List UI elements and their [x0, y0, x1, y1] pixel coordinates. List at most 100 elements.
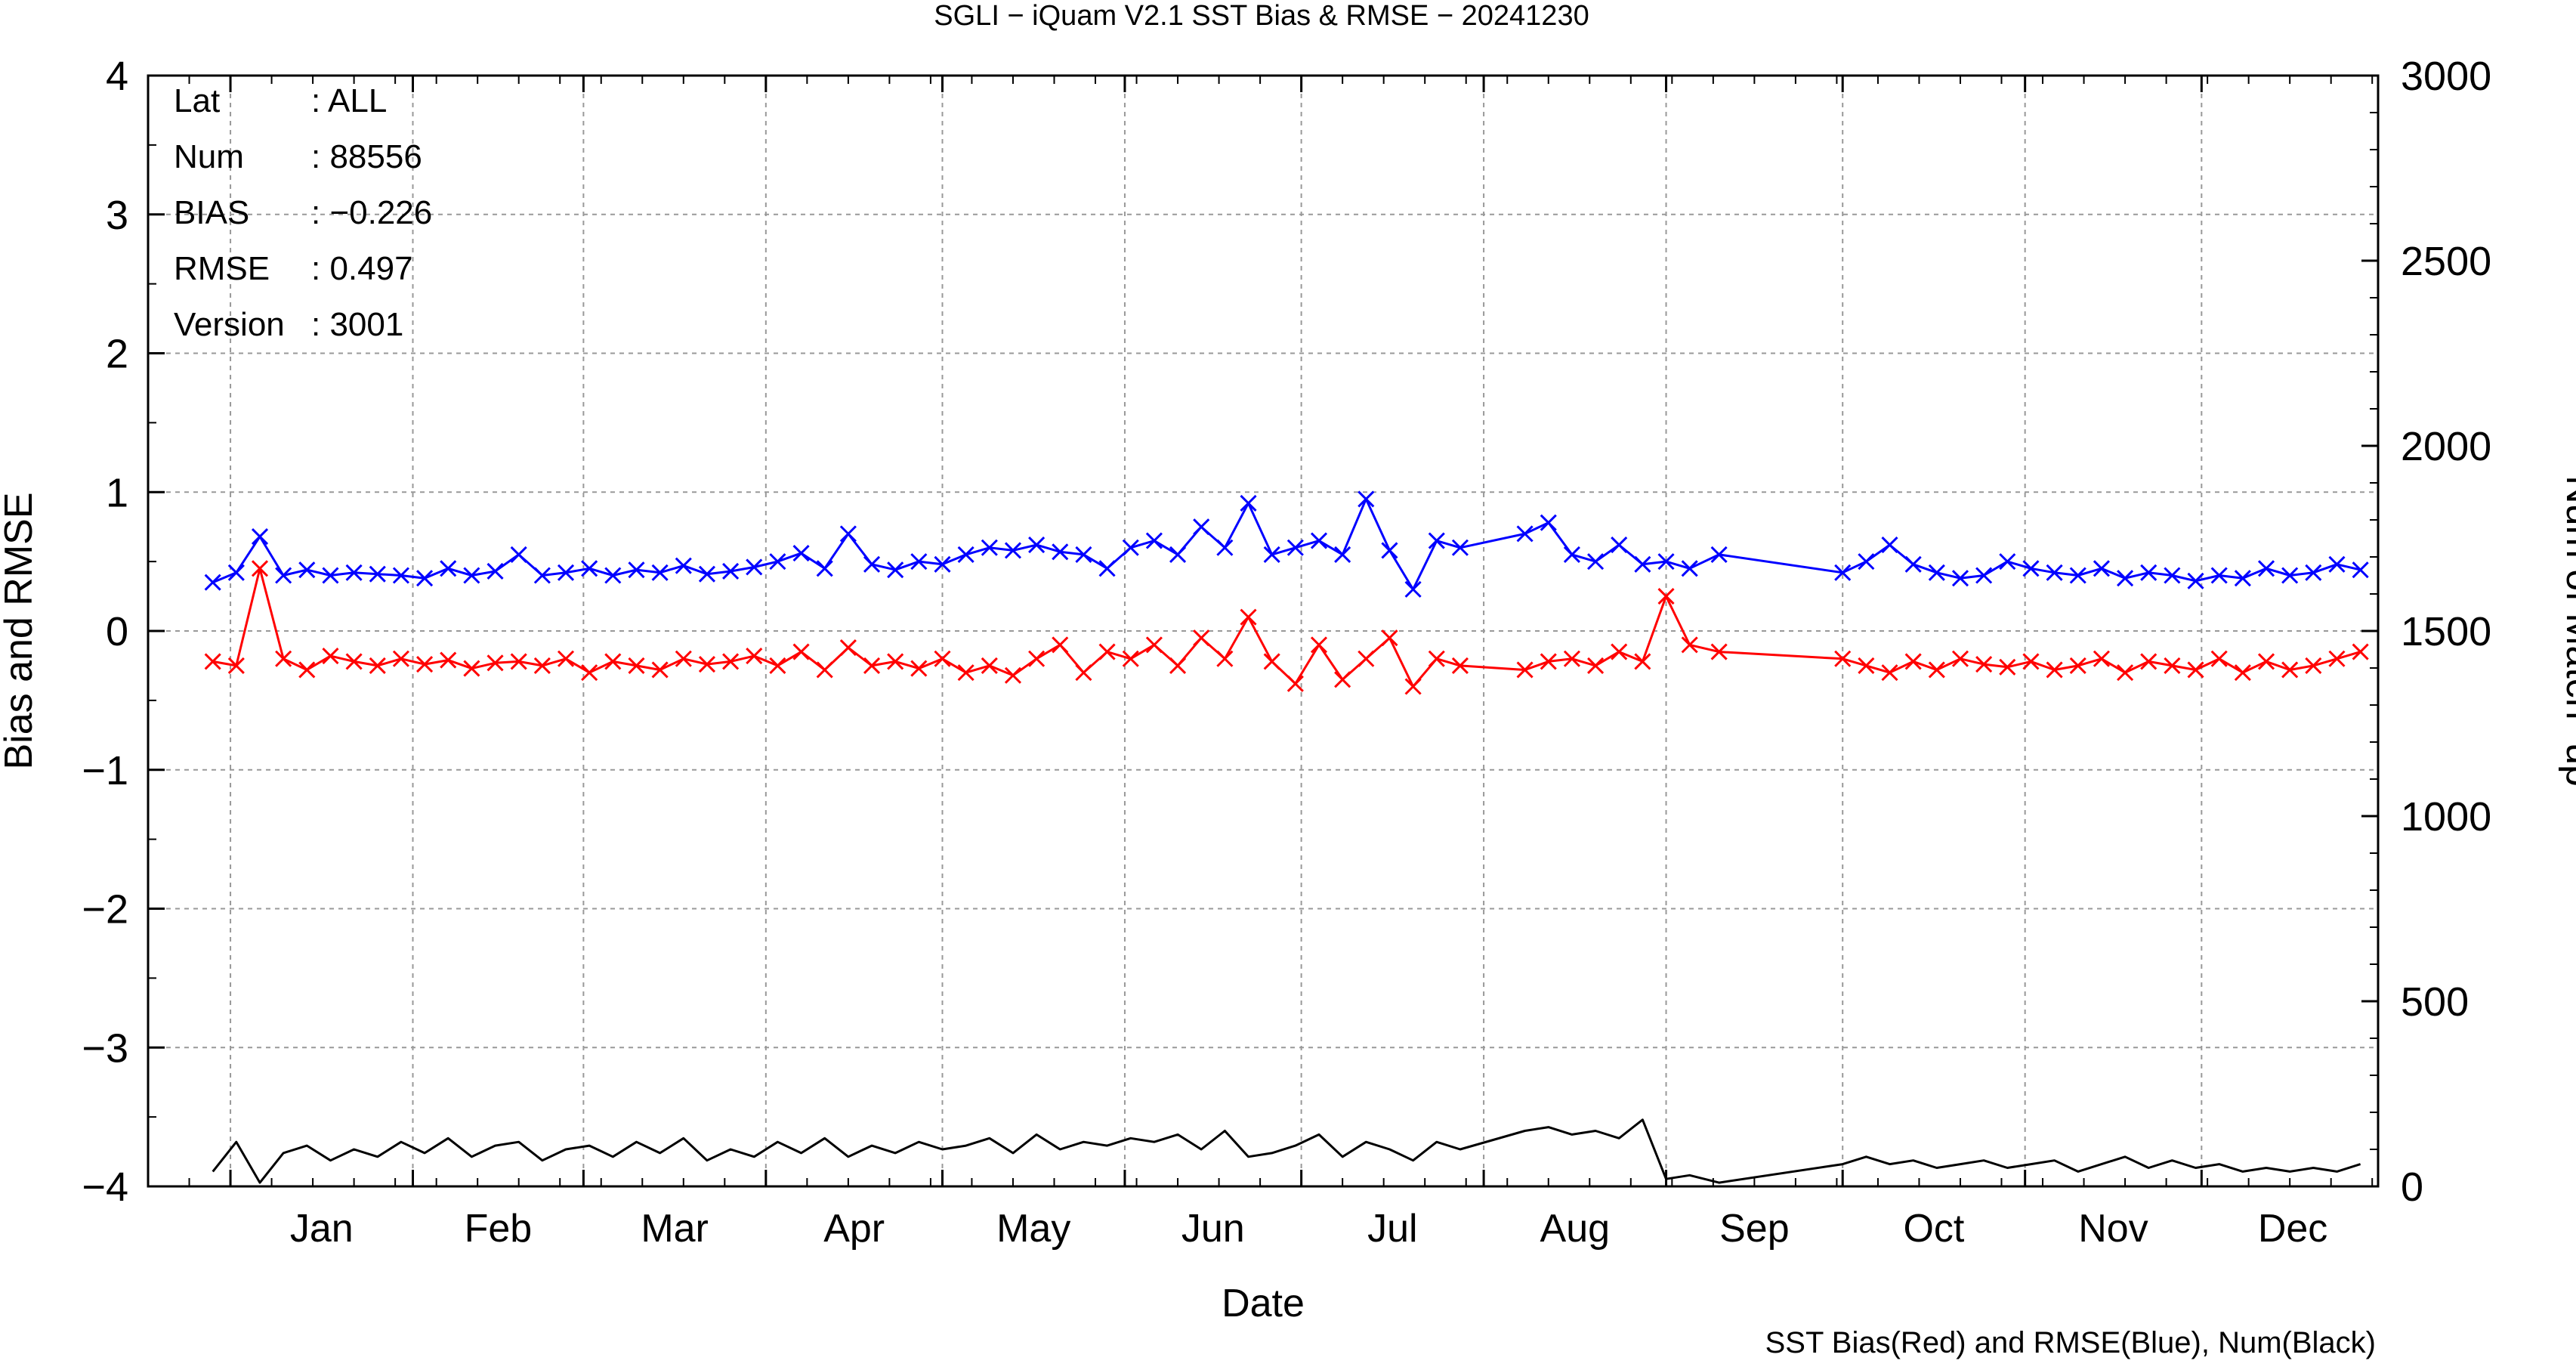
bias-point: [2187, 661, 2204, 679]
x-tick-label: Mar: [641, 1207, 709, 1251]
y2-tick-label: 2000: [2401, 424, 2491, 469]
rmse-point: [934, 555, 951, 573]
rmse-point: [1563, 546, 1580, 563]
bias-point: [2046, 661, 2063, 679]
x-axis-label: Date: [1222, 1282, 1305, 1325]
rmse-point: [298, 561, 316, 579]
rmse-point: [2069, 567, 2086, 584]
stat-key-rmse: RMSE: [174, 250, 270, 287]
x-tick-label: Jul: [1367, 1207, 1417, 1251]
bias-point: [227, 657, 245, 674]
grid-lines: [148, 76, 2378, 1186]
rmse-point: [887, 561, 904, 579]
rmse-point: [392, 567, 409, 584]
rmse-point: [698, 565, 716, 583]
rmse-point: [486, 562, 504, 580]
bias-point: [2117, 664, 2134, 682]
rmse-point: [1904, 555, 1922, 573]
rmse-point: [1834, 564, 1852, 581]
rmse-point: [227, 564, 245, 581]
rmse-point: [2210, 567, 2228, 584]
rmse-point: [1028, 537, 1046, 554]
bias-point: [675, 650, 692, 667]
rmse-point: [2117, 570, 2134, 587]
rmse-point: [1334, 546, 1351, 563]
bias-point: [1169, 657, 1187, 674]
y-axis-label: Bias and RMSE: [0, 492, 41, 769]
bias-point: [275, 650, 292, 667]
stat-value-version: : 3001: [311, 306, 403, 343]
data-series: [204, 490, 2369, 1184]
bias-point: [2281, 661, 2299, 679]
bias-point: [604, 653, 622, 670]
rmse-point: [1357, 490, 1375, 508]
bias-point: [1004, 666, 1022, 684]
bias-point: [1286, 675, 1304, 692]
bias-point: [2210, 650, 2228, 667]
rmse-point: [1710, 546, 1728, 563]
bias-point: [1098, 643, 1116, 660]
stat-value-bias: : −0.226: [311, 194, 432, 231]
rmse-point: [1540, 514, 1557, 531]
rmse-point: [2257, 560, 2275, 577]
bias-point: [1122, 650, 1139, 667]
bias-point: [2257, 653, 2275, 670]
stats-box: Lat : ALL Num : 88556 BIAS : −0.226 RMSE…: [174, 82, 432, 343]
rmse-point: [557, 564, 575, 581]
bias-point: [1428, 650, 1445, 667]
rmse-point: [1098, 560, 1116, 577]
bias-point: [1216, 650, 1234, 667]
bias-point: [1404, 678, 1422, 695]
y-tick-label: 0: [106, 609, 128, 654]
bias-point: [440, 651, 457, 669]
bias-point: [651, 661, 669, 679]
rmse-point: [839, 525, 857, 543]
rmse-point: [581, 560, 598, 577]
num-line: [212, 1118, 2361, 1184]
bias-point: [1634, 653, 1651, 670]
rmse-point: [463, 567, 480, 584]
rmse-point: [981, 539, 998, 556]
bias-point: [2305, 657, 2322, 674]
rmse-point: [604, 567, 622, 584]
rmse-point: [369, 565, 386, 583]
bias-point: [2093, 650, 2110, 667]
rmse-point: [1587, 553, 1605, 571]
bias-point: [2328, 650, 2346, 667]
rmse-point: [204, 574, 221, 591]
axis-tick-labels: Jan Feb Mar Apr May Jun Jul Aug Sep Oct Nov Dec 4 3 2 1…: [82, 54, 2491, 1251]
y-tick-label: 1: [106, 470, 128, 515]
rmse-point: [1169, 546, 1187, 563]
rmse-point: [1004, 542, 1022, 559]
rmse-point: [2093, 560, 2110, 577]
bias-point: [1858, 657, 1875, 674]
x-tick-label: Aug: [1540, 1207, 1611, 1251]
y-tick-label: −1: [82, 748, 128, 793]
x-tick-label: Apr: [823, 1207, 885, 1251]
bias-point: [486, 654, 504, 672]
bias-point: [957, 664, 974, 682]
axis-ticks: [148, 74, 2378, 1188]
bias-point: [1028, 650, 1046, 667]
bias-point: [1381, 629, 1398, 647]
y2-tick-label: 1000: [2401, 794, 2491, 840]
stat-key-lat: Lat: [174, 82, 220, 119]
bias-point: [1145, 636, 1163, 654]
rmse-point: [722, 562, 740, 580]
rmse-point: [1951, 570, 1969, 587]
bias-point: [2164, 657, 2181, 674]
rmse-point: [1122, 539, 1139, 556]
bias-point: [1451, 657, 1469, 674]
y-tick-label: −4: [82, 1164, 128, 1210]
rmse-point: [2022, 560, 2040, 577]
rmse-point: [510, 546, 527, 563]
bias-point: [887, 653, 904, 670]
rmse-line: [212, 497, 2361, 591]
rmse-point: [816, 560, 833, 577]
x-tick-label: Sep: [1719, 1207, 1790, 1251]
rmse-point: [769, 553, 786, 571]
bias-line: [212, 567, 2361, 688]
bias-point: [1999, 658, 2016, 676]
rmse-point: [440, 560, 457, 577]
